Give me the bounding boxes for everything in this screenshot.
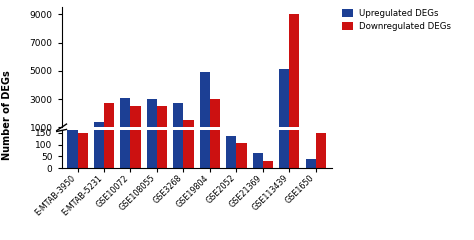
- Legend: Upregulated DEGs, Downregulated DEGs: Upregulated DEGs, Downregulated DEGs: [339, 6, 455, 35]
- Bar: [227, 136, 237, 168]
- Bar: [120, 98, 130, 141]
- Bar: [200, 0, 210, 168]
- Bar: [210, 99, 220, 141]
- Text: Number of DEGs: Number of DEGs: [2, 70, 12, 160]
- Bar: [183, 120, 193, 141]
- Bar: [173, 0, 183, 168]
- Bar: [253, 153, 263, 168]
- Bar: [94, 122, 104, 141]
- Bar: [67, 0, 78, 168]
- Bar: [210, 0, 220, 168]
- Bar: [227, 139, 237, 141]
- Bar: [157, 0, 167, 168]
- Bar: [173, 103, 183, 141]
- Bar: [104, 0, 114, 168]
- Bar: [120, 0, 130, 168]
- Bar: [130, 106, 141, 141]
- Bar: [263, 161, 273, 168]
- Bar: [94, 0, 104, 168]
- Bar: [290, 0, 300, 168]
- Bar: [316, 139, 326, 141]
- Bar: [130, 0, 141, 168]
- Bar: [78, 133, 88, 168]
- Bar: [290, 14, 300, 141]
- Bar: [237, 143, 246, 168]
- Bar: [67, 127, 78, 141]
- Bar: [279, 69, 290, 141]
- Bar: [78, 139, 88, 141]
- Bar: [316, 133, 326, 168]
- Bar: [157, 106, 167, 141]
- Bar: [147, 0, 157, 168]
- Bar: [147, 99, 157, 141]
- Bar: [104, 103, 114, 141]
- Bar: [279, 0, 290, 168]
- Bar: [200, 72, 210, 141]
- Bar: [183, 0, 193, 168]
- Bar: [306, 159, 316, 168]
- Bar: [237, 140, 246, 141]
